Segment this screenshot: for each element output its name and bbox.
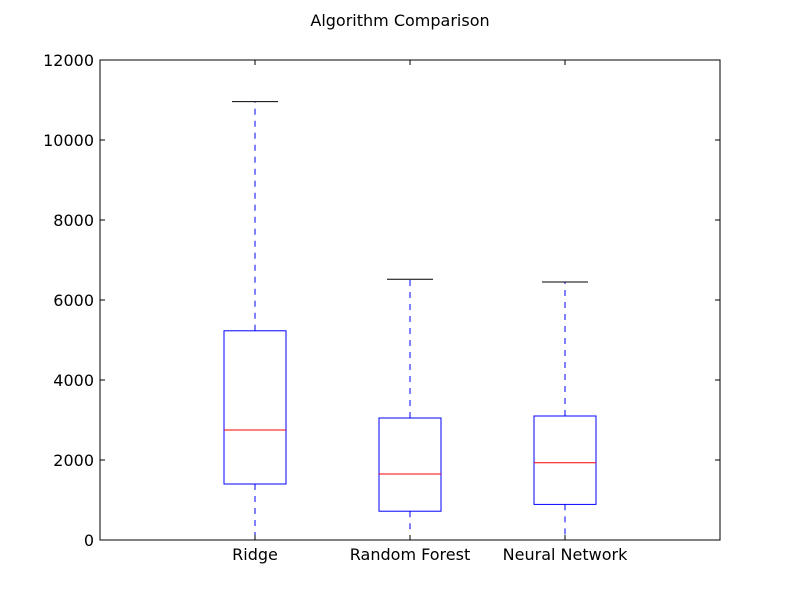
iqr-box bbox=[378, 417, 442, 512]
y-tick-label: 4000 bbox=[53, 371, 94, 390]
y-tick-label: 8000 bbox=[53, 211, 94, 230]
iqr-box bbox=[533, 415, 597, 505]
y-tick-label: 0 bbox=[84, 531, 94, 550]
x-tick-label: Neural Network bbox=[503, 545, 628, 564]
box-group-random-forest bbox=[378, 278, 442, 541]
box-group-ridge bbox=[223, 101, 287, 541]
y-tick-label: 2000 bbox=[53, 451, 94, 470]
axis-ticks: 0 2000 4000 6000 8000 10000 12000 Ridge Random F… bbox=[43, 51, 720, 564]
x-tick-label: Ridge bbox=[232, 545, 278, 564]
box-group-neural-network bbox=[533, 281, 597, 541]
chart-title: Algorithm Comparison bbox=[310, 11, 489, 30]
y-tick-label: 10000 bbox=[43, 131, 94, 150]
iqr-box bbox=[223, 330, 287, 485]
plot-area bbox=[223, 101, 597, 541]
axes-frame bbox=[99, 59, 721, 541]
y-tick-label: 12000 bbox=[43, 51, 94, 70]
x-tick-label: Random Forest bbox=[350, 545, 470, 564]
y-tick-label: 6000 bbox=[53, 291, 94, 310]
